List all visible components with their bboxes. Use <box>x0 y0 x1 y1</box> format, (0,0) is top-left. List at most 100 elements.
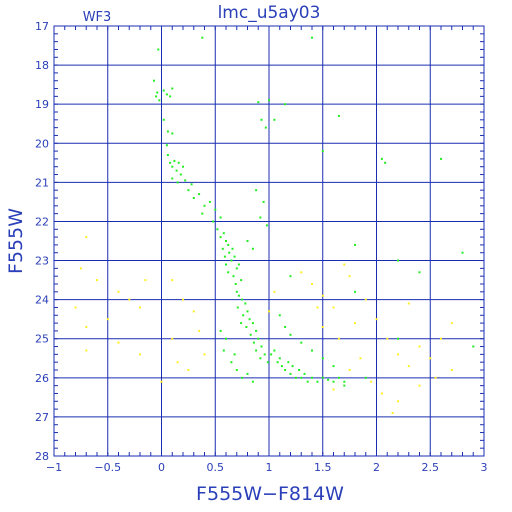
green-star-point <box>240 322 243 325</box>
green-star-point <box>337 376 340 379</box>
green-star-point <box>219 329 222 332</box>
yellow-star-point <box>391 412 394 414</box>
yellow-star-point <box>182 298 184 301</box>
yellow-star-point <box>171 337 174 340</box>
green-star-point <box>255 349 258 352</box>
green-star-point <box>232 275 235 278</box>
green-star-point <box>284 369 287 371</box>
green-star-point <box>251 322 254 325</box>
yellow-star-point <box>359 357 362 360</box>
green-star-point <box>249 333 252 336</box>
green-star-point <box>158 99 161 102</box>
green-star-point <box>251 380 254 383</box>
green-star-point <box>216 228 219 231</box>
yellow-star-point <box>386 337 389 340</box>
green-star-point <box>219 236 222 239</box>
green-star-point <box>171 165 174 168</box>
green-star-point <box>155 95 158 98</box>
green-star-point <box>316 380 319 383</box>
green-star-point <box>201 212 204 215</box>
x-tick-label: 0 <box>158 461 165 474</box>
green-star-point <box>257 337 260 340</box>
y-tick-label: 22 <box>35 215 49 228</box>
yellow-star-point <box>268 310 270 313</box>
green-star-point <box>332 380 335 383</box>
x-tick-label: −0.5 <box>94 461 121 474</box>
green-star-point <box>235 369 238 371</box>
green-star-point <box>225 263 227 266</box>
yellow-star-point <box>407 365 410 368</box>
tick-labels: −1 −0.5 0 0.5 1 1.5 2 2.5 3 17 18 19 20 21 22 23 24 25 26 2… <box>35 20 488 474</box>
green-star-point <box>245 326 248 328</box>
green-star-point <box>225 337 227 340</box>
green-star-point <box>291 365 294 368</box>
yellow-star-point <box>192 310 195 313</box>
green-star-point <box>225 240 227 242</box>
green-star-point <box>343 384 346 387</box>
green-star-point <box>222 349 225 352</box>
axis-ticks <box>53 25 485 457</box>
green-star-point <box>440 157 442 160</box>
green-star-point <box>268 99 270 102</box>
green-star-point <box>300 341 303 344</box>
green-star-point <box>472 345 475 348</box>
green-star-point <box>219 216 222 219</box>
x-axis-label: F555W−F814W <box>196 483 344 505</box>
green-star-point <box>354 243 356 246</box>
green-star-point <box>230 259 233 262</box>
yellow-star-point <box>337 337 340 340</box>
x-tick-label: 2.5 <box>422 461 440 474</box>
green-star-point <box>237 263 240 266</box>
green-star-point <box>166 130 169 133</box>
green-star-point <box>242 314 245 317</box>
yellow-star-point <box>128 298 131 301</box>
green-star-point <box>255 329 258 332</box>
yellow-star-point <box>74 306 77 309</box>
grid-lines <box>53 25 485 457</box>
green-star-point <box>303 372 306 375</box>
green-star-point <box>214 208 217 211</box>
y-tick-label: 21 <box>35 176 49 189</box>
green-star-point <box>306 380 309 383</box>
x-tick-label: 1.5 <box>314 461 332 474</box>
green-star-point <box>235 290 238 293</box>
green-star-point <box>260 345 263 348</box>
green-star-point <box>165 93 168 96</box>
yellow-star-point <box>96 279 98 282</box>
x-tick-label: −1 <box>46 461 62 474</box>
yellow-star-point <box>418 345 421 348</box>
y-tick-label: 19 <box>35 98 49 111</box>
green-star-point <box>227 271 230 274</box>
green-star-point <box>157 48 160 51</box>
green-star-point <box>236 306 239 309</box>
green-star-point <box>231 247 234 250</box>
green-star-point <box>221 247 224 250</box>
green-star-point <box>222 232 225 235</box>
yellow-star-point <box>397 400 399 403</box>
green-star-point <box>260 118 263 121</box>
green-star-point <box>241 298 244 301</box>
y-tick-label: 23 <box>35 255 49 268</box>
green-star-point <box>241 376 244 379</box>
green-star-point <box>246 372 249 375</box>
green-star-point <box>251 247 254 250</box>
y-tick-label: 25 <box>35 333 49 346</box>
yellow-star-point <box>364 298 367 301</box>
plot-frame <box>53 25 485 457</box>
green-star-point <box>259 216 262 219</box>
y-tick-label: 24 <box>35 294 49 307</box>
x-tick-label: 1 <box>266 461 273 474</box>
yellow-star-point <box>375 318 378 321</box>
green-star-point <box>233 353 236 356</box>
yellow-star-point <box>440 337 442 340</box>
yellow-star-point <box>85 236 88 239</box>
yellow-star-point <box>332 388 335 391</box>
green-star-point <box>237 294 240 297</box>
yellow-star-point <box>85 349 88 352</box>
green-star-point <box>311 349 313 352</box>
yellow-star-point <box>311 283 313 285</box>
green-star-point <box>169 95 172 98</box>
green-star-point <box>230 361 233 364</box>
